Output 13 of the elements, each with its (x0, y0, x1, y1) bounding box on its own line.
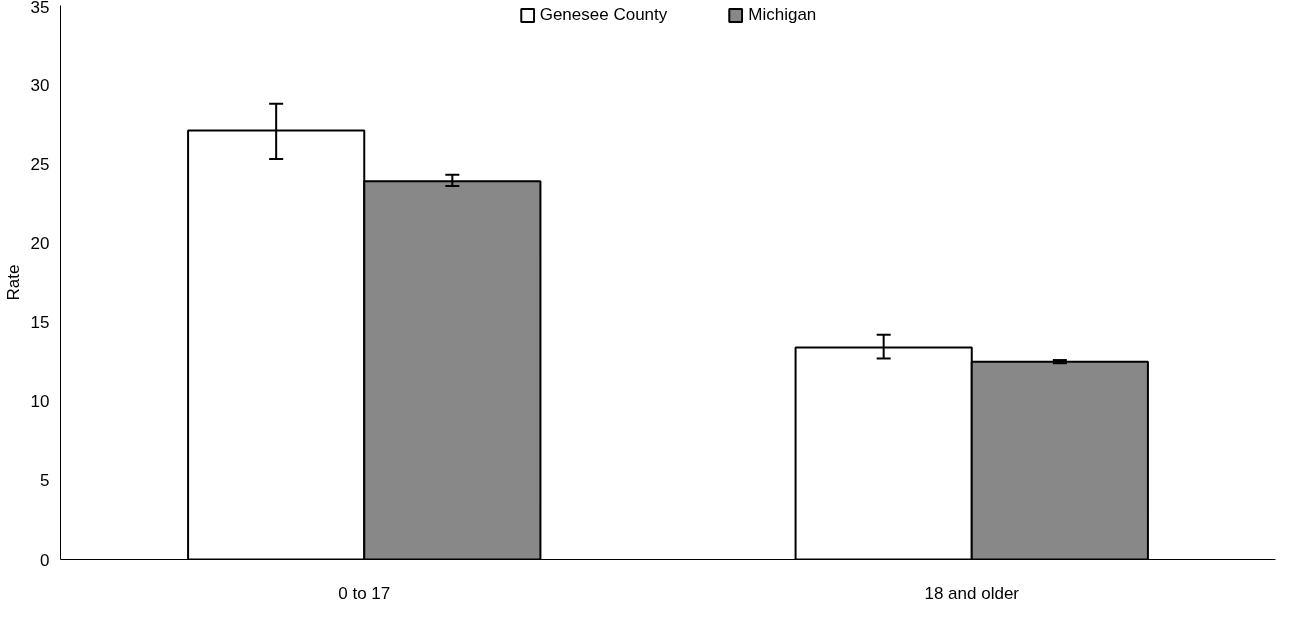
legend-label: Genesee County (539, 5, 668, 25)
y-tick-label: 30 (30, 75, 50, 95)
y-tick-label: 20 (30, 233, 50, 253)
y-tick-label: 5 (40, 471, 50, 491)
legend-label: Michigan (748, 5, 817, 25)
x-tick-label: 0 to 17 (338, 583, 391, 603)
y-axis-title: Rate (3, 264, 23, 301)
y-tick-label: 35 (30, 0, 50, 17)
x-tick-label: 18 and older (924, 583, 1020, 603)
y-tick-label: 15 (30, 313, 50, 333)
y-tick-label: 0 (40, 550, 50, 570)
y-tick-label: 25 (30, 154, 50, 174)
y-tick-label: 10 (30, 392, 50, 412)
